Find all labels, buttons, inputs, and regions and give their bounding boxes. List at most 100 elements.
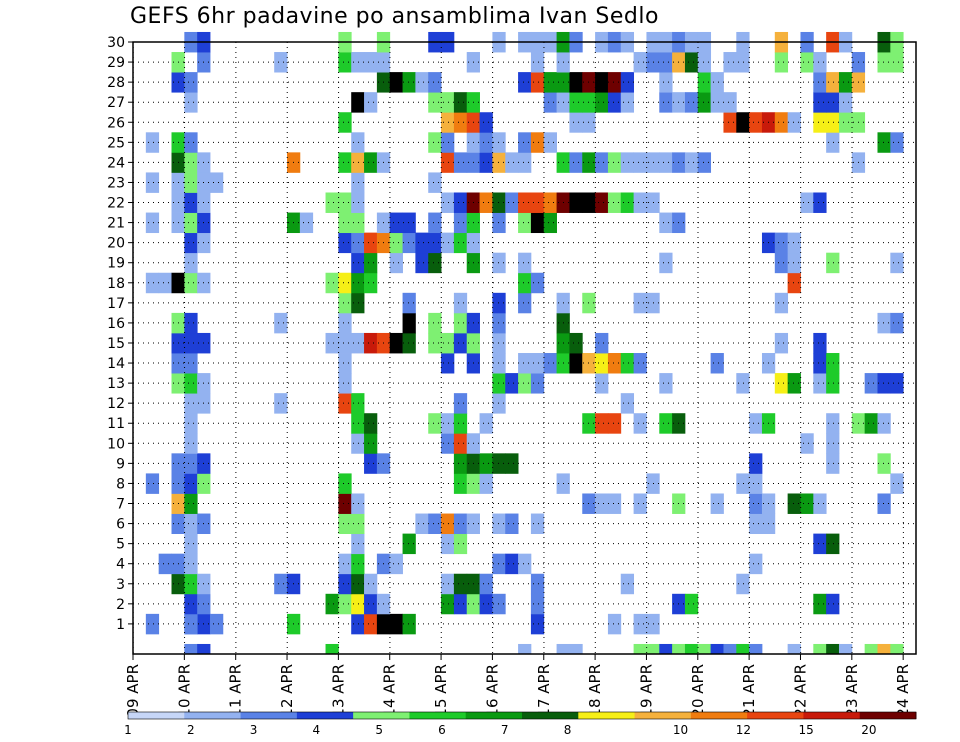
y-tick-label: 24 [107,155,125,171]
heatmap-cell [659,152,673,173]
heatmap-cell [659,413,673,434]
heatmap-cell [479,573,493,595]
heatmap-cell [569,92,583,113]
heatmap-cell [441,152,455,173]
heatmap-cell [184,252,198,274]
heatmap-cell [877,373,891,394]
heatmap-cell [338,373,352,394]
heatmap-cell [351,613,365,635]
heatmap-cell [877,493,891,514]
heatmap-cell [787,493,801,514]
heatmap-cell [364,52,378,73]
colorbar-swatch [465,712,523,719]
heatmap-cell [274,573,288,595]
colorbar-label: 20 [861,723,876,737]
heatmap-cell [338,112,352,133]
heatmap-cell [659,212,673,234]
heatmap-cell [672,643,686,655]
heatmap-cell [813,192,827,213]
heatmap-cell [351,152,365,173]
heatmap-cell [813,373,827,394]
heatmap-cell [453,192,468,213]
heatmap-cell [145,212,160,234]
heatmap-cell [607,92,622,113]
heatmap-cell [364,453,378,474]
heatmap-cell [569,643,583,655]
heatmap-cell [505,453,519,474]
heatmap-cell [364,613,378,635]
heatmap-cell [543,192,557,213]
heatmap-cell [749,513,763,535]
heatmap-cell [607,152,622,173]
heatmap-cell [890,373,904,394]
heatmap-cell [428,252,442,274]
heatmap-cell [826,453,840,474]
heatmap-cell [607,72,622,93]
y-tick-label: 28 [107,75,125,91]
colorbar-label: 10 [673,723,688,737]
heatmap-cell [453,212,468,234]
heatmap-cell [838,112,853,133]
heatmap-cell [184,272,198,294]
colorbar-label: 5 [375,723,383,737]
heatmap-cell [530,132,545,153]
heatmap-cell [299,212,314,234]
heatmap-cell [441,332,455,354]
colorbar-label: 7 [501,723,509,737]
heatmap-cell [351,332,365,354]
colorbar-label: 4 [313,723,321,737]
heatmap-cell [338,192,352,213]
heatmap-cell [338,292,352,314]
heatmap-cell [492,152,506,173]
colorbar-swatch [859,712,917,719]
y-tick-label: 10 [107,436,125,452]
heatmap-cell [453,513,468,535]
y-tick-label: 22 [107,196,125,212]
y-tick-label: 6 [116,517,125,533]
x-tick-label: 14 APR [381,664,399,718]
colorbar-label: 8 [564,723,572,737]
y-tick-label: 29 [107,55,125,71]
heatmap-cell [633,413,647,434]
heatmap-cell [338,353,352,374]
y-tick-label: 21 [107,216,125,232]
x-tick-label: 24 APR [894,664,912,718]
heatmap-cell [646,643,660,655]
y-axis: 1234567891011121314151617181920212223242… [107,35,133,633]
heatmap-cell [210,613,224,635]
heatmap-cell [338,212,352,234]
y-tick-label: 30 [107,35,125,51]
heatmap-cell [890,132,904,153]
heatmap-cell [723,643,737,655]
heatmap-cell [453,453,468,474]
heatmap-cell [453,573,468,595]
heatmap-cell [890,252,904,274]
heatmap-cell [518,252,532,274]
heatmap-cell [492,212,506,234]
heatmap-cell [453,433,468,454]
heatmap-cell [184,643,198,655]
heatmap-cell [338,52,352,73]
heatmap-cell [749,453,763,474]
heatmap-cell [710,353,724,374]
heatmap-cell [364,593,378,615]
heatmap-cell [505,192,519,213]
heatmap-cell [826,72,840,93]
y-tick-label: 17 [107,296,125,312]
heatmap-cell [518,72,532,93]
heatmap-cell [402,292,416,314]
heatmap-cell [710,643,724,655]
heatmap-cell [441,433,455,454]
heatmap-cell [184,573,198,595]
heatmap-cell [441,132,455,153]
heatmap-cell [453,393,468,414]
heatmap-cell [351,393,365,414]
heatmap-cell [441,593,455,615]
heatmap-cell [749,473,763,494]
y-tick-label: 4 [116,557,125,573]
heatmap-cell [351,553,365,575]
x-tick-label: 16 APR [483,664,501,718]
heatmap-cell [428,312,442,334]
heatmap-cell [569,353,583,374]
